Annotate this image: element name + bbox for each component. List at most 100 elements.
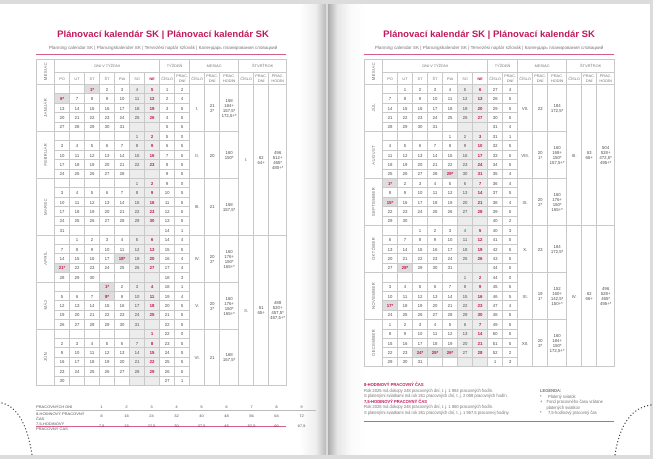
day-cell [54,281,70,292]
day-cell: 13 [54,102,70,114]
day-cell: 17 [54,206,70,217]
note-8h-line2: S platenými sviatkami má rok 261 pracovn… [364,393,508,399]
week-number: 4 [159,112,176,123]
week-number: 47 [487,300,504,311]
week-work-days: 5 [502,112,519,123]
day-cell: 9 [114,290,130,302]
month-work-hours: 168 157,5* [219,178,240,236]
quarter-work-hours-value: 495+* [599,301,612,307]
day-cell: 19 [412,300,428,311]
header-day-ut: UT [397,71,413,85]
day-cell: 2 [457,131,473,142]
month-work-days: 21 2* [204,83,221,133]
day-cell: 27 [457,347,473,358]
day-cell: 20 [114,356,130,368]
day-cell [114,375,130,387]
day-cell: 8 [457,281,473,292]
week-number: 27 [487,83,504,95]
day-cell [69,131,85,142]
day-cell [54,131,70,142]
day-cell [129,328,145,339]
day-cell: 20 [99,206,115,217]
header-week-work-days: PRAC. DNÍ [502,71,519,85]
day-cell: 28* [397,262,413,274]
week-row: 26 27 28 29 30 31 22 5 [37,319,287,330]
footer-value: 67,5 [297,423,306,428]
day-cell: 9 [84,243,100,255]
header-row: PO UT ST ŠT PIA SO NE ČÍSLO PRAC. DNÍ ČÍSLO PRAC. … [365,71,616,85]
week-number: 51 [487,337,504,349]
day-cell: 20 [69,309,85,321]
month-name: NOVEMBER [371,282,376,310]
page-title: Plánovací kalendár SK | Plánovací kalend… [383,29,595,40]
day-cell: 23 [427,253,443,264]
day-cell: 28 [382,121,398,133]
day-cell: 21 [471,337,489,349]
month-work-hours: 184 172,5* [547,225,568,274]
day-cell: 26 [457,112,473,123]
day-cell: 14 [114,196,130,208]
day-cell: 18 [143,300,161,311]
day-cell: 3 [114,83,130,95]
day-cell: 19 [442,337,458,349]
footer-value: 45 [216,421,241,431]
week-number: 15 [159,243,176,255]
note-8h-heading: 8-HODINOVÝ PRACOVNÝ ČAS [364,382,424,387]
day-cell [471,356,489,368]
month-work-hours-value: 184+ [552,338,562,344]
month-work-days: 23 [532,225,549,274]
day-cell: 16 [412,102,428,114]
month-work-days-value: 2* [210,258,215,264]
day-cell [84,281,100,292]
day-cell [99,375,115,387]
quarter-number: III. [566,83,583,227]
footer-value: 5 [191,403,216,411]
day-cell [382,225,398,236]
day-cell: 11 [114,243,130,255]
week-work-days: 4 [174,290,191,302]
day-cell: 22 [143,356,161,368]
week-number: 22 [159,328,176,339]
page-subtitle: Planning calendar SK | Planungskalender … [48,45,278,50]
day-cell: 31 [412,356,428,368]
day-cell: 9 [427,234,443,245]
day-cell: 8 [129,187,145,198]
week-row: 28 29 30 18 3 [37,272,287,283]
day-cell [114,272,130,283]
quarter-work-hours: 496 512+ 465* 480+* [268,84,288,236]
week-number: 16 [159,253,176,264]
week-number: 44 [487,262,504,274]
footer-row: 8-HODINOVÝ PRACOVNÝ ČAS 8 16 24 32 40 48 56 64 72 [36,410,316,421]
calendar-table-h1: MESIAC DNI V TÝŽDNI TÝŽDEŇ MESIAC ŠTVRŤROK PO… [36,59,288,387]
day-cell: 10 [54,196,70,208]
day-cell [114,131,130,142]
day-cell: 20 [457,337,473,349]
week-number: 13 [159,215,176,227]
quarter-work-hours-value: 480+* [271,164,284,170]
day-cell: 28 [114,215,130,227]
day-cell: 10 [129,290,145,302]
month-work-hours-value: 176+ [224,253,234,259]
day-cell: 2 [99,83,115,95]
month-work-hours-value: 150* [224,305,234,311]
day-cell [54,178,70,189]
footer-divider [36,426,286,427]
day-cell: 25* [427,347,443,358]
day-cell: 23 [143,159,161,170]
day-cell [143,225,161,236]
legend-mark: * [540,393,542,399]
day-cell [143,121,161,133]
month-work-hours-value: 150* [224,258,234,264]
day-cell: 21 [84,309,100,321]
day-cell: 3 [427,83,443,95]
day-cell [99,272,115,283]
day-cell: 14 [382,102,398,114]
day-cell: 9 [412,93,428,104]
footer-value: 56 [249,413,254,418]
day-cell: 26 [84,215,100,227]
day-cell: 21 [442,300,458,311]
month-number: VI. [189,328,206,387]
week-number: 32 [487,140,504,151]
day-cell: 22 [382,206,398,217]
